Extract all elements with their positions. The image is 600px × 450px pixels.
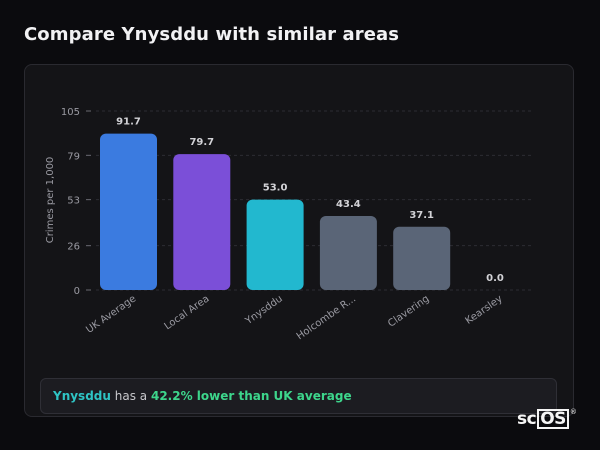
logo-text: sc	[517, 409, 537, 429]
bar	[100, 133, 157, 290]
x-tick-label: Clavering	[386, 293, 431, 329]
bar	[319, 216, 377, 290]
page-title: Compare Ynysddu with similar areas	[24, 24, 400, 45]
x-tick-label: Local Area	[163, 293, 212, 332]
logo-boxed-text: OS	[537, 409, 569, 429]
bar-value-label: 43.4	[336, 199, 361, 210]
summary-percentage: 42.2% lower than UK average	[150, 389, 352, 403]
registered-mark: ®	[569, 408, 577, 416]
y-tick-label: 79	[67, 151, 80, 162]
bar-value-label: 53.0	[263, 183, 288, 194]
bar-value-label: 37.1	[409, 210, 434, 221]
y-tick-label: 53	[67, 196, 80, 207]
scos-logo: sc OS ®	[517, 408, 577, 429]
y-tick-label: 105	[61, 107, 80, 118]
comparison-summary: Ynysddu has a 42.2% lower than UK averag…	[40, 378, 557, 414]
bar-value-label: 79.7	[189, 137, 214, 148]
bar	[173, 154, 231, 290]
summary-text: has a	[114, 389, 148, 403]
y-tick-label: 0	[74, 286, 80, 297]
x-tick-label: UK Average	[84, 293, 138, 335]
bar-value-label: 91.7	[116, 117, 141, 128]
summary-area-name: Ynysddu	[53, 389, 111, 403]
y-axis-label: Crimes per 1,000	[45, 157, 56, 244]
bar	[393, 226, 451, 290]
bar-value-label: 0.0	[486, 273, 504, 284]
x-tick-label: Kearsley	[464, 293, 505, 326]
bar	[246, 199, 304, 290]
x-tick-label: Ynysddu	[243, 293, 285, 327]
y-tick-label: 26	[67, 242, 80, 253]
x-tick-label: Holcombe R...	[295, 293, 358, 342]
